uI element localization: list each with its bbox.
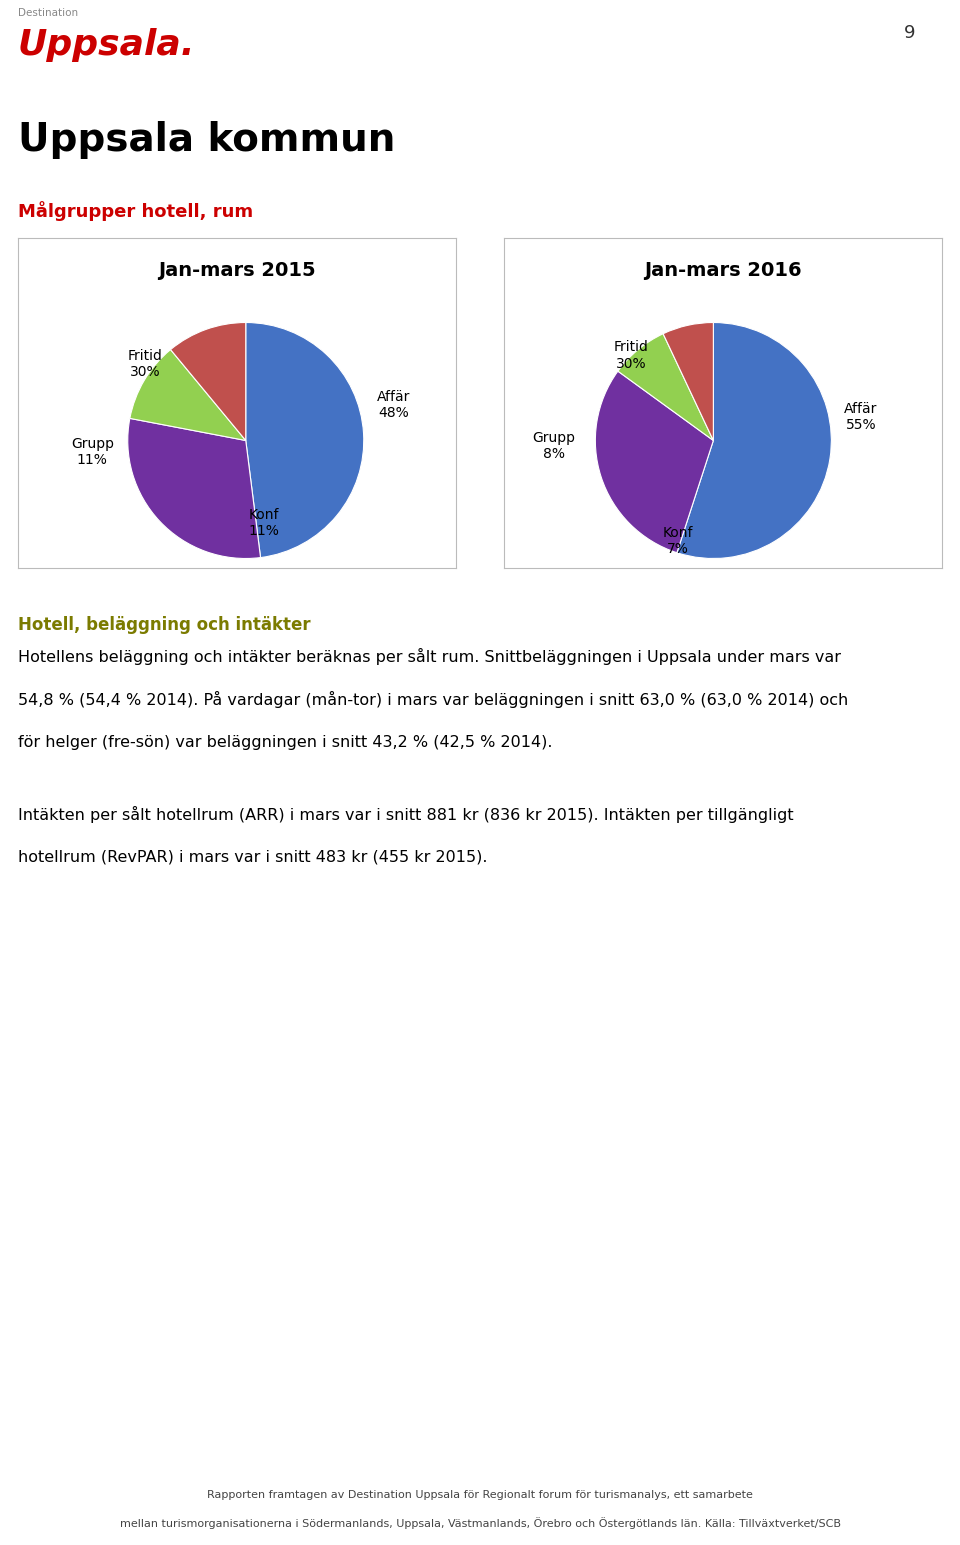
Text: Uppsala kommun: Uppsala kommun	[18, 121, 396, 159]
Text: Destination: Destination	[18, 8, 78, 19]
Text: Fritid
30%: Fritid 30%	[613, 340, 648, 371]
Text: Fritid
30%: Fritid 30%	[128, 349, 163, 379]
Wedge shape	[171, 323, 246, 440]
Text: Konf
7%: Konf 7%	[662, 525, 693, 556]
Text: hotellrum (RevPAR) i mars var i snitt 483 kr (455 kr 2015).: hotellrum (RevPAR) i mars var i snitt 48…	[18, 850, 488, 865]
Text: Affär
55%: Affär 55%	[844, 402, 877, 433]
Wedge shape	[246, 323, 364, 558]
Text: Målgrupper hotell, rum: Målgrupper hotell, rum	[18, 201, 253, 221]
Text: 54,8 % (54,4 % 2014). På vardagar (mån-tor) i mars var beläggningen i snitt 63,0: 54,8 % (54,4 % 2014). På vardagar (mån-t…	[18, 692, 849, 709]
Wedge shape	[130, 349, 246, 440]
Text: Konf
11%: Konf 11%	[248, 508, 279, 538]
Wedge shape	[595, 371, 713, 553]
Text: mellan turismorganisationerna i Södermanlands, Uppsala, Västmanlands, Örebro och: mellan turismorganisationerna i Söderman…	[119, 1517, 841, 1530]
Text: Hotell, beläggning och intäkter: Hotell, beläggning och intäkter	[18, 616, 311, 633]
Text: Jan-mars 2015: Jan-mars 2015	[158, 261, 316, 280]
Text: Jan-mars 2016: Jan-mars 2016	[644, 261, 802, 280]
Text: Affär
48%: Affär 48%	[376, 389, 410, 420]
Wedge shape	[677, 323, 831, 558]
Text: Intäkten per sålt hotellrum (ARR) i mars var i snitt 881 kr (836 kr 2015). Intäk: Intäkten per sålt hotellrum (ARR) i mars…	[18, 806, 794, 823]
Text: Uppsala.: Uppsala.	[18, 28, 196, 62]
Wedge shape	[663, 323, 713, 440]
Wedge shape	[618, 334, 713, 440]
Text: Grupp
8%: Grupp 8%	[533, 431, 576, 462]
Wedge shape	[128, 419, 260, 558]
Text: Grupp
11%: Grupp 11%	[71, 437, 114, 468]
Text: Hotellens beläggning och intäkter beräknas per sålt rum. Snittbeläggningen i Upp: Hotellens beläggning och intäkter beräkn…	[18, 647, 841, 664]
Text: Rapporten framtagen av Destination Uppsala för Regionalt forum för turismanalys,: Rapporten framtagen av Destination Uppsa…	[207, 1489, 753, 1500]
Text: 9: 9	[904, 23, 916, 42]
Text: för helger (fre-sön) var beläggningen i snitt 43,2 % (42,5 % 2014).: för helger (fre-sön) var beläggningen i …	[18, 735, 553, 749]
